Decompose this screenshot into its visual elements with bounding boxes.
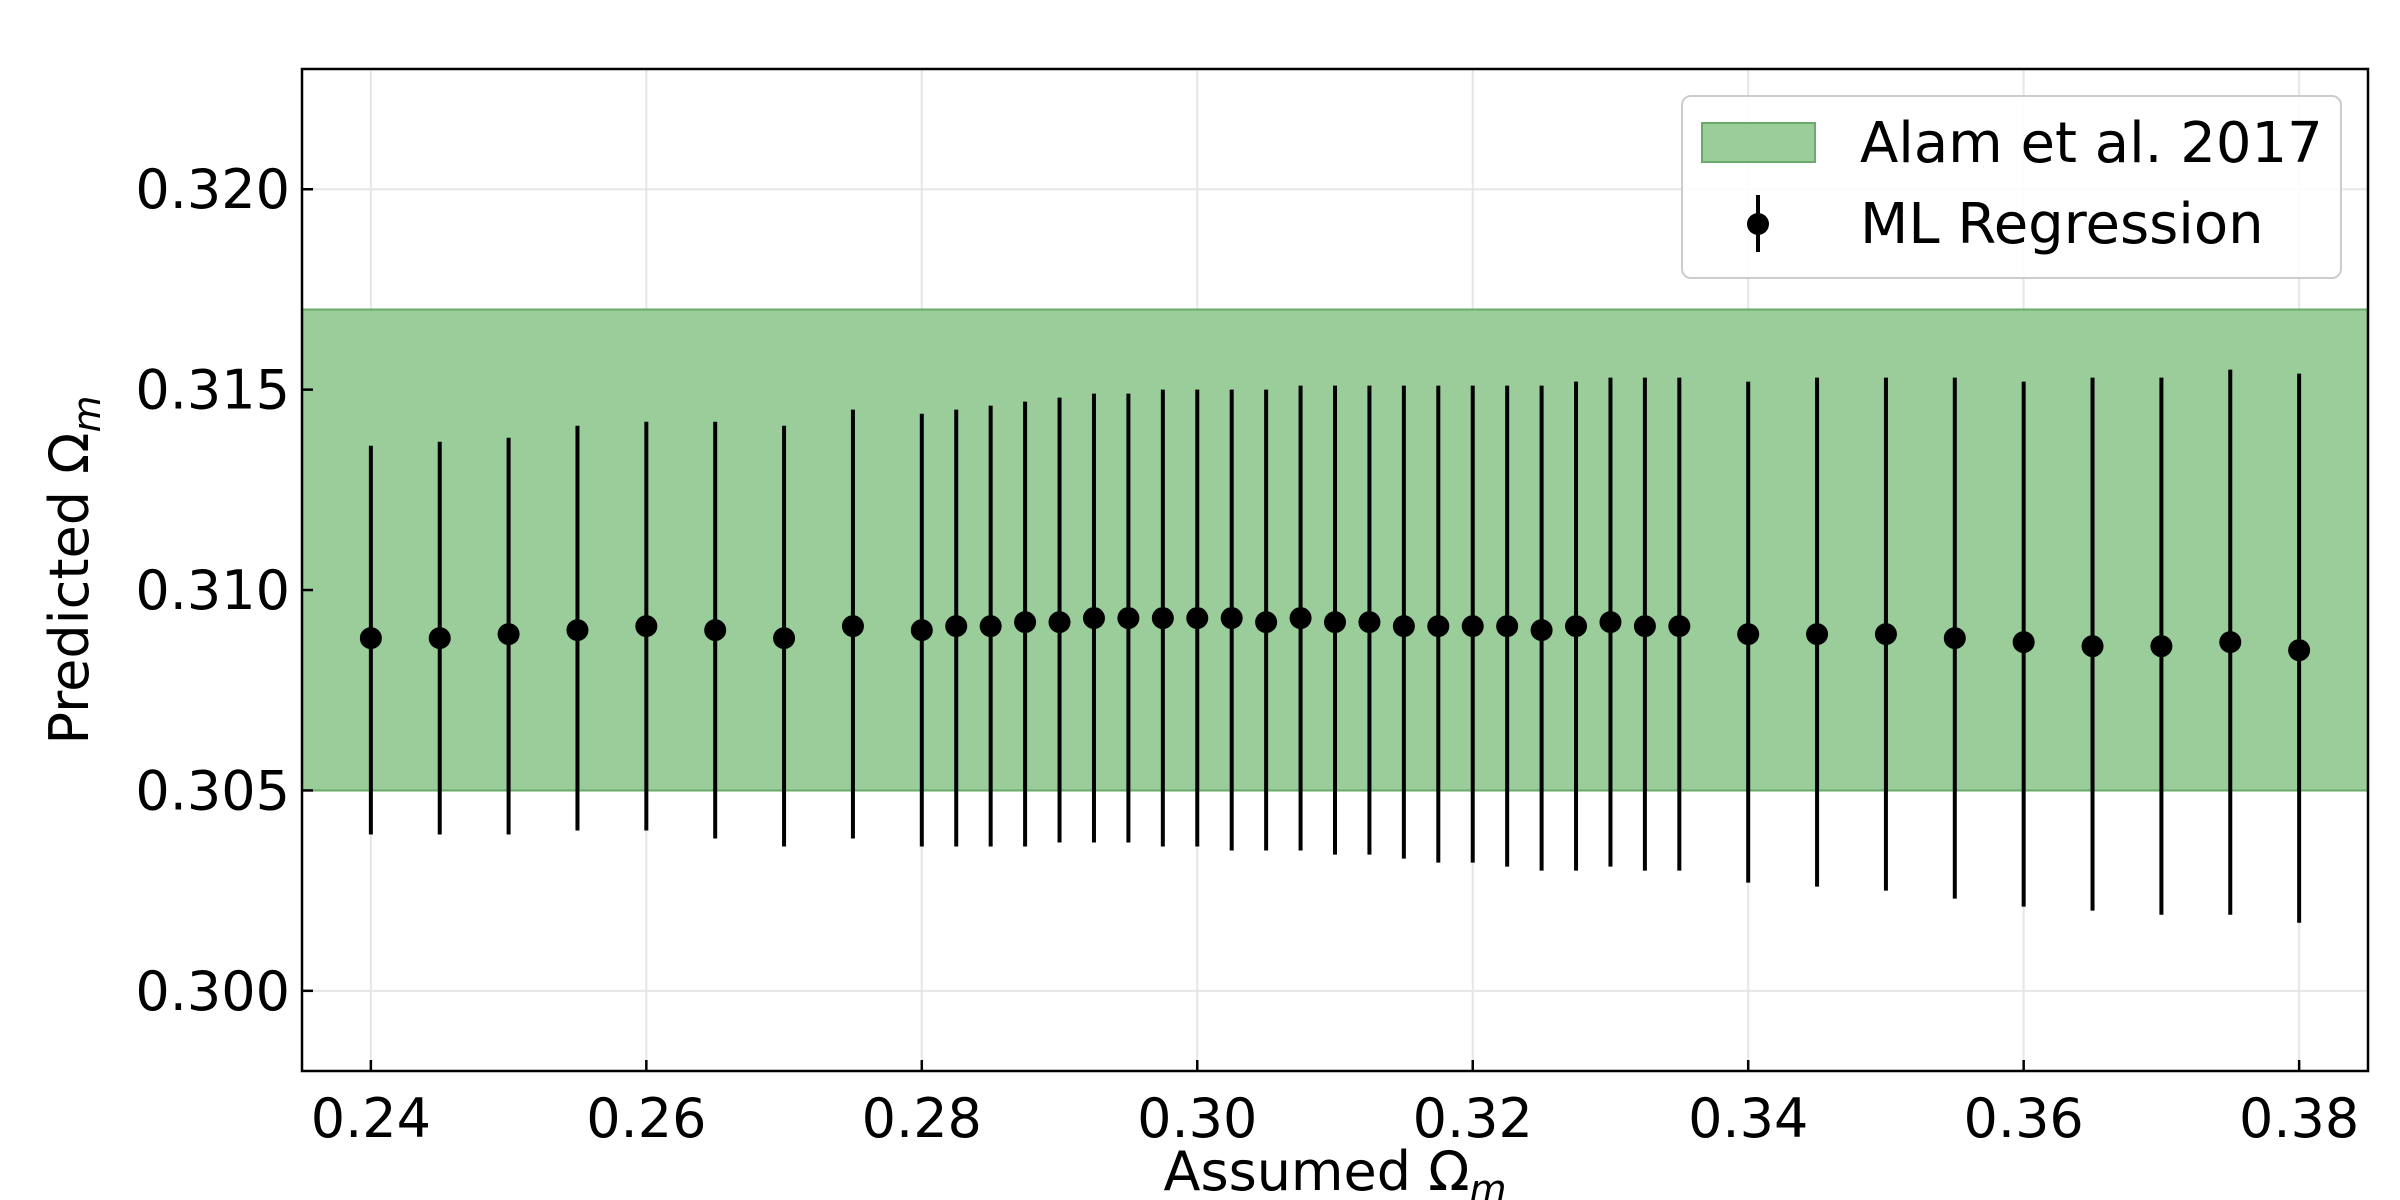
data-point [945, 615, 968, 638]
data-point [1082, 607, 1105, 630]
y-tick-label: 0.315 [135, 359, 290, 422]
plot-frame [300, 67, 2370, 1073]
y-tick-label: 0.305 [135, 759, 290, 822]
y-tick-label: 0.300 [135, 960, 290, 1023]
y-axis-label-sub: m [65, 396, 109, 433]
data-point [1151, 607, 1174, 630]
data-point [1565, 615, 1588, 638]
y-tick-label: 0.310 [135, 559, 290, 622]
data-point [1392, 615, 1415, 638]
data-point [1427, 615, 1450, 638]
data-point [841, 615, 864, 638]
data-point [1048, 611, 1071, 634]
data-point [2081, 635, 2104, 658]
x-tick-label: 0.26 [586, 1087, 706, 1150]
x-axis-label-main: Assumed Ω [1164, 1140, 1470, 1200]
data-point [1496, 615, 1519, 638]
data-point [635, 615, 658, 638]
x-tick-label: 0.24 [311, 1087, 431, 1150]
data-point [1599, 611, 1622, 634]
y-tick-label: 0.320 [135, 158, 290, 221]
data-point [2150, 635, 2173, 658]
x-tick-label: 0.34 [1688, 1087, 1808, 1150]
data-point [1117, 607, 1140, 630]
data-point [1186, 607, 1209, 630]
data-point [704, 619, 727, 642]
x-tick-label: 0.28 [862, 1087, 982, 1150]
data-point [979, 615, 1002, 638]
x-axis-label-sub: m [1469, 1167, 1506, 1200]
data-point [497, 623, 520, 646]
data-point [2288, 639, 2311, 662]
data-point [1943, 627, 1966, 650]
data-point [2012, 631, 2035, 654]
legend-point-marker [1747, 213, 1769, 235]
tick-layer: 0.24 0.26 0.28 0.30 0.32 0.34 0.36 0.38 0.300 0.3… [135, 158, 2359, 1150]
data-point [1255, 611, 1278, 634]
data-point [910, 619, 933, 642]
legend: Alam et al. 2017 ML Regression [1681, 95, 2342, 279]
data-point [1358, 611, 1381, 634]
data-point [359, 627, 382, 650]
x-tick-label: 0.32 [1413, 1087, 1533, 1150]
data-point [1633, 615, 1656, 638]
point-layer [359, 607, 2311, 662]
data-point [566, 619, 589, 642]
data-point [1530, 619, 1553, 642]
data-point [1014, 611, 1037, 634]
data-point [1289, 607, 1312, 630]
data-point [1461, 615, 1484, 638]
legend-box [1681, 95, 2342, 279]
x-tick-label: 0.30 [1137, 1087, 1257, 1150]
data-point [2219, 631, 2242, 654]
data-point [1737, 623, 1760, 646]
data-point [428, 627, 451, 650]
data-point [1220, 607, 1243, 630]
x-tick-label: 0.36 [1964, 1087, 2084, 1150]
data-point [773, 627, 796, 650]
legend-series-label: ML Regression [1860, 192, 2264, 257]
legend-band-swatch [1701, 122, 1816, 163]
data-point [1874, 623, 1897, 646]
x-axis-label: Assumed Ωm [1164, 1140, 1507, 1200]
data-point [1806, 623, 1829, 646]
legend-band-label: Alam et al. 2017 [1860, 111, 2323, 176]
data-point [1668, 615, 1691, 638]
data-point [1324, 611, 1346, 634]
x-tick-label: 0.38 [2239, 1087, 2359, 1150]
y-axis-label-main: Predicted Ω [38, 433, 101, 745]
y-axis-label: Predicted Ωm [38, 396, 109, 745]
